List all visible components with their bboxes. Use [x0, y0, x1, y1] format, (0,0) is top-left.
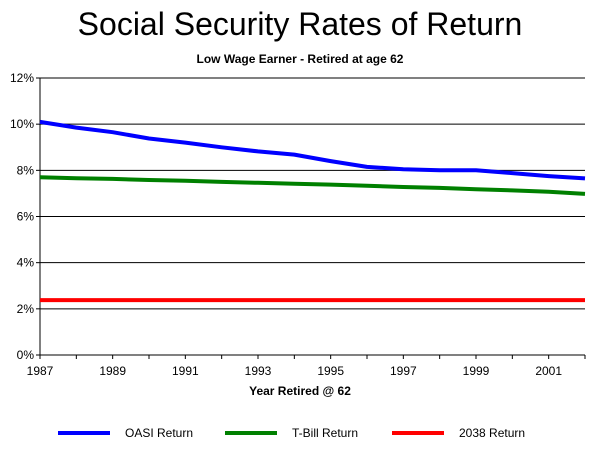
legend-label-oasi: OASI Return [125, 426, 194, 440]
y-axis-ticks: 0% 2% 4% 6% 8% 10% 12% [10, 71, 40, 362]
legend-swatch-oasi [58, 431, 110, 435]
x-tick-label: 1989 [99, 364, 126, 378]
x-axis-ticks: 1987 1989 1991 1993 1995 1997 1999 2001 [27, 355, 586, 378]
y-tick-label: 10% [10, 117, 34, 131]
legend: OASI Return T-Bill Return 2038 Return [0, 423, 600, 443]
legend-item-2038: 2038 Return [392, 423, 525, 443]
y-tick-label: 4% [17, 256, 35, 270]
y-tick-label: 8% [17, 163, 35, 177]
legend-swatch-tbill [225, 431, 277, 435]
y-tick-label: 2% [17, 302, 35, 316]
series-lines [39, 119, 586, 303]
x-tick-label: 1991 [172, 364, 199, 378]
x-tick-label: 1995 [317, 364, 344, 378]
legend-item-tbill: T-Bill Return [225, 423, 358, 443]
gridlines [40, 77, 585, 310]
chart-title: Social Security Rates of Return [77, 6, 523, 42]
legend-item-oasi: OASI Return [58, 423, 193, 443]
x-tick-label: 1993 [245, 364, 272, 378]
series-line-tbill [39, 175, 586, 196]
x-tick-label: 1997 [390, 364, 417, 378]
legend-label-2038: 2038 Return [459, 426, 526, 440]
y-tick-label: 12% [10, 71, 34, 85]
legend-label-tbill: T-Bill Return [292, 426, 359, 440]
series-line-oasi [39, 119, 586, 181]
x-tick-label: 1987 [27, 364, 54, 378]
x-tick-label: 1999 [463, 364, 490, 378]
x-tick-label: 2001 [535, 364, 562, 378]
chart-subtitle: Low Wage Earner - Retired at age 62 [196, 52, 404, 66]
y-tick-label: 6% [17, 210, 35, 224]
legend-swatch-2038 [392, 431, 444, 435]
y-tick-label: 0% [17, 348, 35, 362]
x-axis-label: Year Retired @ 62 [249, 384, 351, 398]
